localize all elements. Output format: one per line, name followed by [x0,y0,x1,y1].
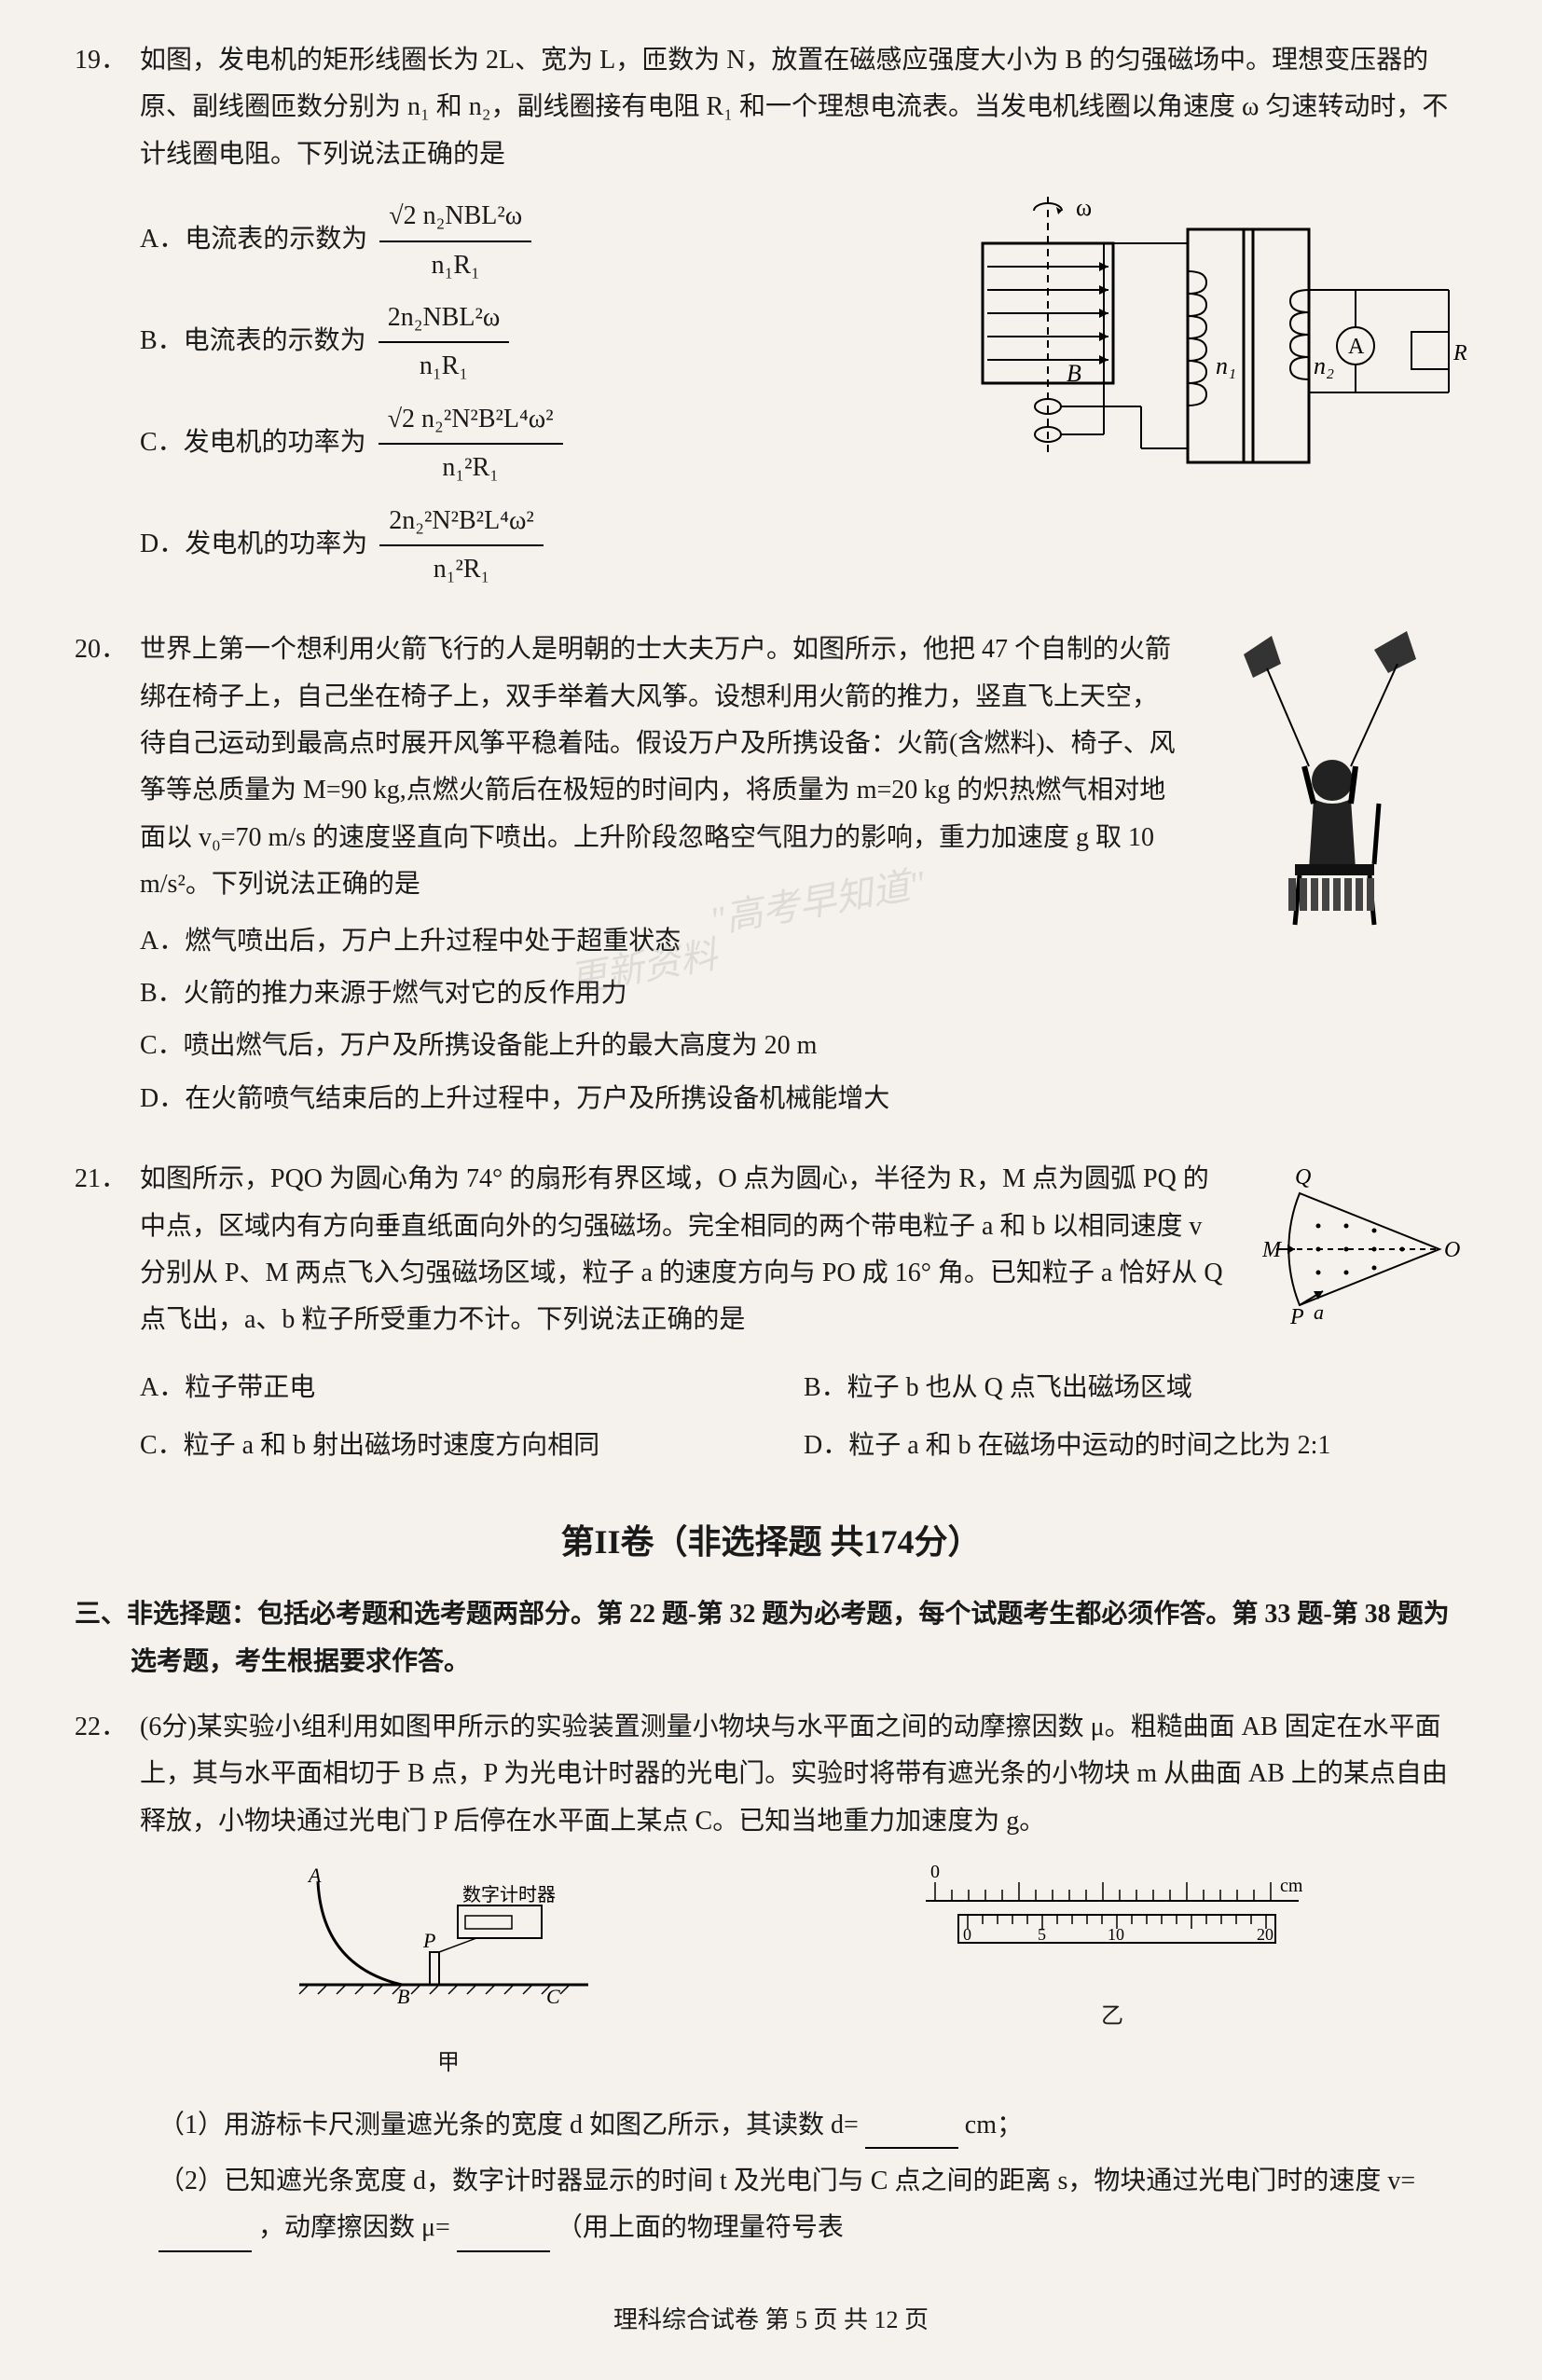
q-label: Q [1295,1165,1311,1190]
q19-c-fraction: √2 n₂²N²B²L⁴ω² n₁²R₁ [379,396,563,492]
apparatus-diagram: P 数字计时器 A B C [290,1864,607,2022]
q20-text: 世界上第一个想利用火箭飞行的人是明朝的士大夫万户。如图所示，他把 47 个自制的… [140,626,1178,908]
q19-b-prefix: B．电流表的示数为 [140,326,366,355]
b-label: B [1067,360,1081,387]
q21-options: A．粒子带正电 B．粒子 b 也从 Q 点飞出磁场区域 C．粒子 a 和 b 射… [140,1359,1467,1476]
page-footer: 理科综合试卷 第 5 页 共 12 页 [75,2299,1467,2343]
q21-option-c: C．粒子 a 和 b 射出磁场时速度方向相同 [140,1423,804,1469]
question-22: 22． (6分)某实验小组利用如图甲所示的实验装置测量小物块与水平面之间的动摩擦… [75,1704,1467,2262]
q19-a-prefix: A．电流表的示数为 [140,225,367,254]
q21-option-b: B．粒子 b 也从 Q 点飞出磁场区域 [804,1365,1467,1411]
q21-number: 21． [75,1156,121,1475]
section-3-instructions: 三、非选择题：包括必考题和选考题两部分。第 22 题-第 32 题为必考题，每个… [75,1591,1467,1685]
q19-option-c: C．发电机的功率为 √2 n₂²N²B²L⁴ω² n₁²R₁ [140,396,917,492]
n1-label: n₁ [1216,352,1236,379]
n2-label: n₂ [1314,352,1334,379]
q19-option-b: B．电流表的示数为 2n₂NBL²ω n₁R₁ [140,295,917,391]
q22-figure-yi: 0 cm [907,1864,1317,2084]
sector-diagram: Q M O P a [1262,1156,1467,1342]
q22-figures: P 数字计时器 A B C 甲 [140,1864,1467,2084]
question-19: 19． 如图，发电机的矩形线圈长为 2L、宽为 L，匝数为 N，放置在磁感应强度… [75,37,1467,598]
q22-sub2: （2）已知遮光条宽度 d，数字计时器显示的时间 t 及光电门与 C 点之间的距离… [158,2158,1467,2252]
q21-text: 如图所示，PQO 为圆心角为 74° 的扇形有界区域，O 点为圆心，半径为 R，… [140,1156,1234,1344]
q20-number: 20． [75,626,121,1128]
q22-number: 22． [75,1704,121,2262]
r1-label: R₁ [1453,341,1467,365]
timer-label: 数字计时器 [462,1884,556,1905]
svg-text:10: 10 [1108,1925,1124,1944]
q19-option-d: D．发电机的功率为 2n₂²N²B²L⁴ω² n₁²R₁ [140,498,917,594]
q20-option-d: D．在火箭喷气结束后的上升过程中，万户及所携设备机械能增大 [140,1076,1178,1122]
vernier-diagram: 0 cm [907,1864,1317,1975]
q22-text: (6分)某实验小组利用如图甲所示的实验装置测量小物块与水平面之间的动摩擦因数 μ… [140,1704,1467,1845]
svg-text:0: 0 [963,1925,971,1944]
q19-body: 如图，发电机的矩形线圈长为 2L、宽为 L，匝数为 N，放置在磁感应强度大小为 … [140,37,1467,598]
q22-figure-jia: P 数字计时器 A B C 甲 [290,1864,607,2084]
q20-option-a: A．燃气喷出后，万户上升过程中处于超重状态 [140,918,1178,965]
q21-figure: Q M O P a [1262,1156,1467,1358]
q19-d-fraction: 2n₂²N²B²L⁴ω² n₁²R₁ [379,498,544,594]
ammeter-label: A [1348,335,1365,359]
q20-option-b: B．火箭的推力来源于燃气对它的反作用力 [140,970,1178,1017]
fig-jia-label: 甲 [290,2043,607,2084]
q19-d-prefix: D．发电机的功率为 [140,529,367,557]
svg-text:20: 20 [1257,1925,1274,1944]
q22-body: (6分)某实验小组利用如图甲所示的实验装置测量小物块与水平面之间的动摩擦因数 μ… [140,1704,1467,2262]
svg-text:5: 5 [1038,1925,1046,1944]
q19-c-prefix: C．发电机的功率为 [140,428,366,457]
q19-b-fraction: 2n₂NBL²ω n₁R₁ [379,295,510,391]
q21-option-a: A．粒子带正电 [140,1365,804,1411]
section-2-title: 第II卷（非选择题 共174分） [75,1512,1467,1573]
q19-options: A．电流表的示数为 √2 n₂NBL²ω n₁R₁ B．电流表的示数为 2n₂N… [140,187,917,598]
c-label: C [546,1985,560,2008]
q20-option-c: C．喷出燃气后，万户及所携设备能上升的最大高度为 20 m [140,1023,1178,1069]
circuit-diagram: ω B [945,187,1467,486]
a-label: a [1314,1300,1324,1324]
q19-a-fraction: √2 n₂NBL²ω n₁R₁ [379,193,531,289]
question-21: 21． 如图所示，PQO 为圆心角为 74° 的扇形有界区域，O 点为圆心，半径… [75,1156,1467,1475]
p-label: P [1289,1305,1304,1329]
q19-content-row: A．电流表的示数为 √2 n₂NBL²ω n₁R₁ B．电流表的示数为 2n₂N… [140,187,1467,598]
q22-sub1: （1）用游标卡尺测量遮光条的宽度 d 如图乙所示，其读数 d= cm； [158,2102,1467,2149]
q20-body: 世界上第一个想利用火箭飞行的人是明朝的士大夫万户。如图所示，他把 47 个自制的… [140,626,1467,1128]
b-label: B [397,1985,409,2008]
q19-number: 19． [75,37,121,598]
cm-label: cm [1280,1876,1303,1896]
q20-options: A．燃气喷出后，万户上升过程中处于超重状态 B．火箭的推力来源于燃气对它的反作用… [140,918,1178,1123]
omega-label: ω [1076,194,1092,221]
svg-text:0: 0 [930,1864,940,1882]
q22-blank-v [158,2224,252,2252]
fig-yi-label: 乙 [907,1997,1317,2037]
q19-figure: ω B [945,187,1467,598]
o-label: O [1444,1238,1460,1262]
question-20: 20． 世界上第一个想利用火箭飞行的人是明朝的士大夫万户。如图所示，他把 47 … [75,626,1467,1128]
q22-blank-mu [457,2224,550,2252]
q19-text: 如图，发电机的矩形线圈长为 2L、宽为 L，匝数为 N，放置在磁感应强度大小为 … [140,37,1467,178]
q21-body: 如图所示，PQO 为圆心角为 74° 的扇形有界区域，O 点为圆心，半径为 R，… [140,1156,1467,1475]
a-label: A [307,1864,322,1887]
p-label: P [422,1929,435,1952]
q22-blank-d [865,2121,958,2149]
wanhu-illustration [1206,626,1467,962]
q19-option-a: A．电流表的示数为 √2 n₂NBL²ω n₁R₁ [140,193,917,289]
q20-figure [1206,626,1467,1128]
